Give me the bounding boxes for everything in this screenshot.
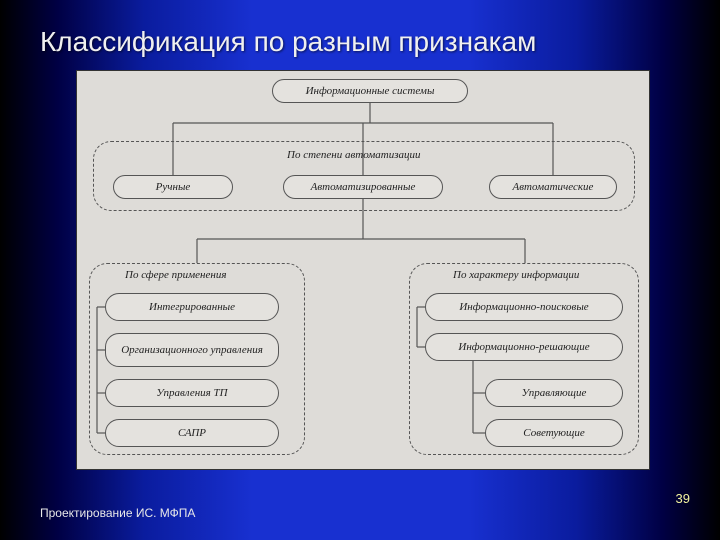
classification-diagram: Информационные системы По степени автомат…	[76, 70, 650, 470]
group-info-label: По характеру информации	[453, 269, 579, 281]
node-tp-mgmt: Управления ТП	[105, 379, 279, 407]
node-sapr: САПР	[105, 419, 279, 447]
page-number: 39	[676, 491, 690, 506]
node-root: Информационные системы	[272, 79, 468, 103]
node-controlling: Управляющие	[485, 379, 623, 407]
node-info-search: Информационно-поисковые	[425, 293, 623, 321]
group-scope-label: По сфере применения	[125, 269, 226, 281]
slide-title: Классификация по разным признакам	[40, 26, 536, 58]
node-integrated: Интегрированные	[105, 293, 279, 321]
footer-text: Проектирование ИС. МФПА	[40, 506, 195, 520]
node-automated: Автоматизированные	[283, 175, 443, 199]
node-org-mgmt: Организационного управления	[105, 333, 279, 367]
node-manual: Ручные	[113, 175, 233, 199]
node-automatic: Автоматические	[489, 175, 617, 199]
node-info-decide: Информационно-решающие	[425, 333, 623, 361]
group-automation-label: По степени автоматизации	[287, 149, 421, 161]
node-advising: Советующие	[485, 419, 623, 447]
